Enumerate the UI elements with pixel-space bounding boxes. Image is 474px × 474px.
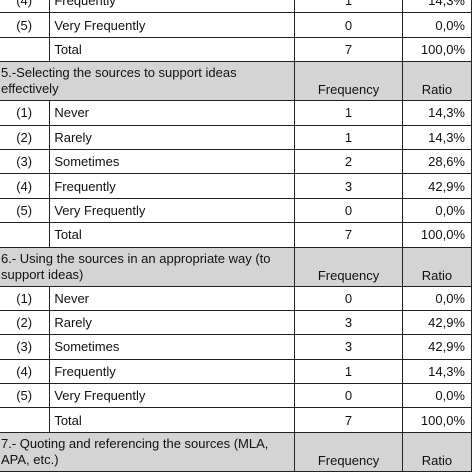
row-index: [0, 222, 51, 248]
row-frequency: 3: [294, 309, 403, 336]
ratio-header: Ratio: [401, 246, 473, 287]
row-index: (5): [0, 383, 51, 409]
table-row: (4) Frequently 1 14,3%: [0, 0, 473, 14]
row-ratio: 100,0%: [401, 36, 473, 63]
table-row: (5) Very Frequently 0 0,0%: [0, 383, 473, 409]
row-frequency: 0: [294, 383, 403, 409]
row-index: (2): [0, 309, 51, 336]
row-ratio: 0,0%: [401, 12, 473, 38]
table-row: (2) Rarely 3 42,9%: [0, 309, 473, 336]
row-frequency: 0: [294, 197, 403, 224]
row-frequency: 3: [294, 334, 403, 360]
row-label: Frequently: [49, 0, 296, 14]
row-label: Total: [49, 407, 296, 433]
row-ratio: 42,9%: [401, 173, 473, 199]
table-row-total: Total 7 100,0%: [0, 407, 473, 433]
row-ratio: 42,9%: [401, 334, 473, 360]
row-ratio: 14,3%: [401, 100, 473, 126]
frequency-header: Frequency: [294, 61, 403, 102]
row-index: [0, 36, 51, 63]
row-ratio: 0,0%: [401, 285, 473, 311]
row-ratio: 14,3%: [401, 124, 473, 150]
table-row-total: Total 7 100,0%: [0, 222, 473, 248]
row-frequency: 1: [294, 0, 403, 14]
row-ratio: 14,3%: [401, 0, 473, 14]
table-row: (5) Very Frequently 0 0,0%: [0, 197, 473, 224]
row-frequency: 7: [294, 36, 403, 63]
row-index: (4): [0, 358, 51, 385]
row-ratio: 100,0%: [401, 407, 473, 433]
row-frequency: 7: [294, 407, 403, 433]
table-row: (4) Frequently 1 14,3%: [0, 358, 473, 385]
row-label: Rarely: [49, 124, 296, 150]
row-index: [0, 407, 51, 433]
row-label: Very Frequently: [49, 197, 296, 224]
row-label: Sometimes: [49, 148, 296, 175]
row-frequency: 0: [294, 285, 403, 311]
row-label: Frequently: [49, 173, 296, 199]
ratio-header: Ratio: [401, 431, 473, 472]
table-row: (3) Sometimes 2 28,6%: [0, 148, 473, 175]
row-index: (1): [0, 285, 51, 311]
row-label: Never: [49, 100, 296, 126]
table-row: (2) Rarely 1 14,3%: [0, 124, 473, 150]
question-title: 5.-Selecting the sources to support idea…: [0, 61, 296, 102]
row-ratio: 100,0%: [401, 222, 473, 248]
row-label: Frequently: [49, 358, 296, 385]
row-ratio: 14,3%: [401, 358, 473, 385]
row-frequency: 0: [294, 12, 403, 38]
table-row-total: Total 7 100,0%: [0, 36, 473, 63]
row-index: (1): [0, 100, 51, 126]
row-ratio: 0,0%: [401, 383, 473, 409]
row-ratio: 42,9%: [401, 309, 473, 336]
frequency-header: Frequency: [294, 246, 403, 287]
ratio-header: Ratio: [401, 61, 473, 102]
row-frequency: 1: [294, 124, 403, 150]
question-title: 7.- Quoting and referencing the sources …: [0, 431, 296, 472]
table-row: (5) Very Frequently 0 0,0%: [0, 12, 473, 38]
row-index: (3): [0, 334, 51, 360]
row-label: Very Frequently: [49, 383, 296, 409]
question-header-row: 6.- Using the sources in an appropriate …: [0, 246, 473, 287]
row-frequency: 1: [294, 358, 403, 385]
question-title: 6.- Using the sources in an appropriate …: [0, 246, 296, 287]
row-label: Total: [49, 36, 296, 63]
question-header-row: 5.-Selecting the sources to support idea…: [0, 61, 473, 102]
table-row: (3) Sometimes 3 42,9%: [0, 334, 473, 360]
row-index: (4): [0, 0, 51, 14]
row-label: Never: [49, 285, 296, 311]
row-label: Rarely: [49, 309, 296, 336]
row-frequency: 2: [294, 148, 403, 175]
row-ratio: 0,0%: [401, 197, 473, 224]
row-index: (5): [0, 197, 51, 224]
row-label: Sometimes: [49, 334, 296, 360]
table-row: (1) Never 1 14,3%: [0, 100, 473, 126]
table-row: (4) Frequently 3 42,9%: [0, 173, 473, 199]
table-row: (1) Never 0 0,0%: [0, 285, 473, 311]
question-header-row: 7.- Quoting and referencing the sources …: [0, 431, 473, 472]
row-index: (3): [0, 148, 51, 175]
row-frequency: 3: [294, 173, 403, 199]
frequency-header: Frequency: [294, 431, 403, 472]
row-index: (4): [0, 173, 51, 199]
row-index: (2): [0, 124, 51, 150]
row-index: (5): [0, 12, 51, 38]
row-frequency: 1: [294, 100, 403, 126]
row-label: Very Frequently: [49, 12, 296, 38]
row-ratio: 28,6%: [401, 148, 473, 175]
row-label: Total: [49, 222, 296, 248]
row-frequency: 7: [294, 222, 403, 248]
